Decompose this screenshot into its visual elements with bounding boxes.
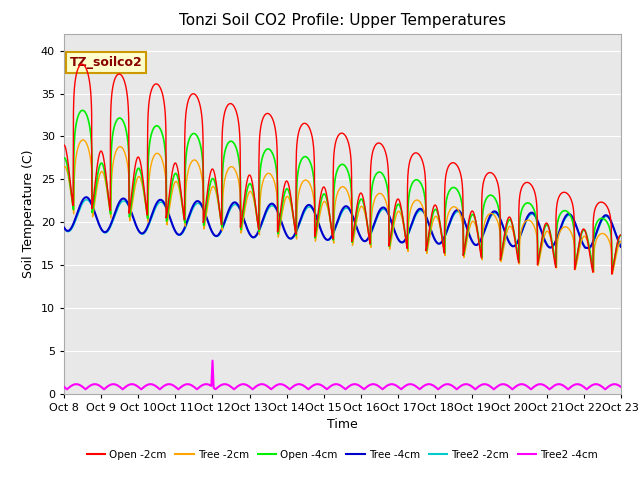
Legend: Open -2cm, Tree -2cm, Open -4cm, Tree -4cm, Tree2 -2cm, Tree2 -4cm: Open -2cm, Tree -2cm, Open -4cm, Tree -4… [83,445,602,464]
Title: Tonzi Soil CO2 Profile: Upper Temperatures: Tonzi Soil CO2 Profile: Upper Temperatur… [179,13,506,28]
Y-axis label: Soil Temperature (C): Soil Temperature (C) [22,149,35,278]
Text: TZ_soilco2: TZ_soilco2 [70,56,142,69]
X-axis label: Time: Time [327,418,358,431]
